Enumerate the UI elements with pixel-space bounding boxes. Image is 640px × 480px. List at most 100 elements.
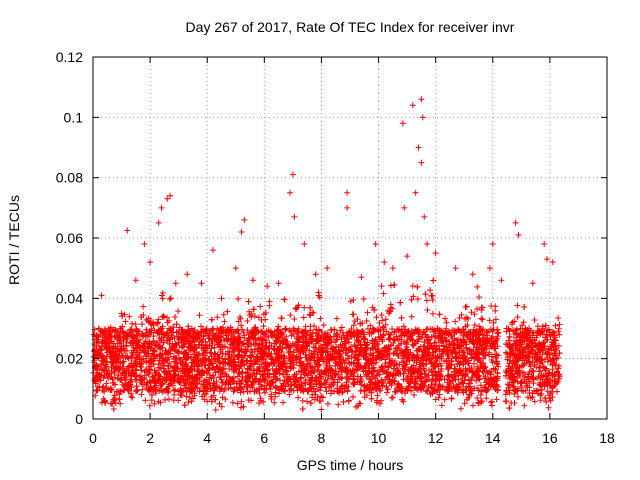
data-point <box>249 349 256 356</box>
data-point <box>530 374 537 381</box>
data-point <box>201 347 208 354</box>
data-point <box>293 384 300 391</box>
data-point <box>384 386 391 393</box>
data-point <box>478 304 485 311</box>
data-point <box>369 374 376 381</box>
data-point <box>271 360 278 367</box>
data-point <box>103 363 110 370</box>
data-point <box>232 366 239 373</box>
data-point <box>552 322 559 329</box>
data-point <box>320 322 327 329</box>
data-point <box>308 335 315 342</box>
data-point <box>222 396 229 403</box>
data-point <box>421 329 428 336</box>
data-point <box>146 366 153 373</box>
data-point <box>350 296 357 303</box>
data-point <box>463 344 470 351</box>
data-point <box>370 326 377 333</box>
data-point <box>248 397 255 404</box>
data-point <box>519 348 526 355</box>
data-point <box>526 384 533 391</box>
data-point <box>547 357 554 364</box>
data-point <box>515 393 522 400</box>
data-point <box>255 314 262 321</box>
data-point <box>328 366 335 373</box>
data-point <box>212 369 219 376</box>
data-point <box>488 303 495 310</box>
data-point <box>412 380 419 387</box>
data-point <box>216 341 223 348</box>
data-point <box>354 373 361 380</box>
data-point <box>251 313 258 320</box>
data-point <box>187 333 194 340</box>
data-point <box>138 391 145 398</box>
data-point <box>219 344 226 351</box>
data-point <box>123 333 130 340</box>
data-point <box>174 365 181 372</box>
data-point <box>182 385 189 392</box>
data-point <box>551 332 558 339</box>
data-point <box>506 405 513 412</box>
data-point <box>101 373 108 380</box>
data-point <box>145 345 152 352</box>
data-point <box>410 293 417 300</box>
data-point <box>369 325 376 332</box>
data-point <box>236 339 243 346</box>
data-point <box>526 337 533 344</box>
data-point <box>540 340 547 347</box>
data-point <box>466 346 473 353</box>
data-point <box>318 393 325 400</box>
data-point <box>537 397 544 404</box>
data-point <box>553 388 560 395</box>
data-point <box>526 359 533 366</box>
data-point <box>502 340 509 347</box>
data-point <box>435 330 442 337</box>
data-point <box>391 329 398 336</box>
data-point <box>478 362 485 369</box>
data-point <box>229 399 236 406</box>
data-point <box>154 320 161 327</box>
data-point <box>158 336 165 343</box>
data-point <box>505 337 512 344</box>
data-point <box>417 359 424 366</box>
data-point <box>262 331 269 338</box>
data-point <box>207 349 214 356</box>
data-point <box>390 365 397 372</box>
data-point <box>196 338 203 345</box>
data-point <box>383 389 390 396</box>
data-point <box>116 337 123 344</box>
data-point <box>408 373 415 380</box>
data-point <box>140 355 147 362</box>
data-point <box>230 378 237 385</box>
data-point <box>177 391 184 398</box>
data-point <box>222 371 229 378</box>
data-point <box>310 344 317 351</box>
data-point <box>492 366 499 373</box>
data-point <box>493 396 500 403</box>
data-point <box>112 327 119 334</box>
data-point <box>229 326 236 333</box>
data-point <box>428 292 435 299</box>
data-point <box>168 379 175 386</box>
data-point <box>106 371 113 378</box>
data-point <box>236 314 243 321</box>
data-point <box>355 356 362 363</box>
data-point <box>150 320 157 327</box>
data-point <box>146 328 153 335</box>
data-point <box>146 402 153 409</box>
data-point <box>524 394 531 401</box>
data-point <box>533 357 540 364</box>
data-point <box>151 327 158 334</box>
data-point <box>247 363 254 370</box>
data-point <box>186 344 193 351</box>
data-point <box>320 358 327 365</box>
data-point <box>481 332 488 339</box>
data-point <box>298 362 305 369</box>
data-point <box>280 371 287 378</box>
data-point <box>386 380 393 387</box>
data-point <box>95 372 102 379</box>
data-point <box>495 329 502 336</box>
data-point <box>134 331 141 338</box>
data-point <box>460 349 467 356</box>
data-point <box>506 382 513 389</box>
